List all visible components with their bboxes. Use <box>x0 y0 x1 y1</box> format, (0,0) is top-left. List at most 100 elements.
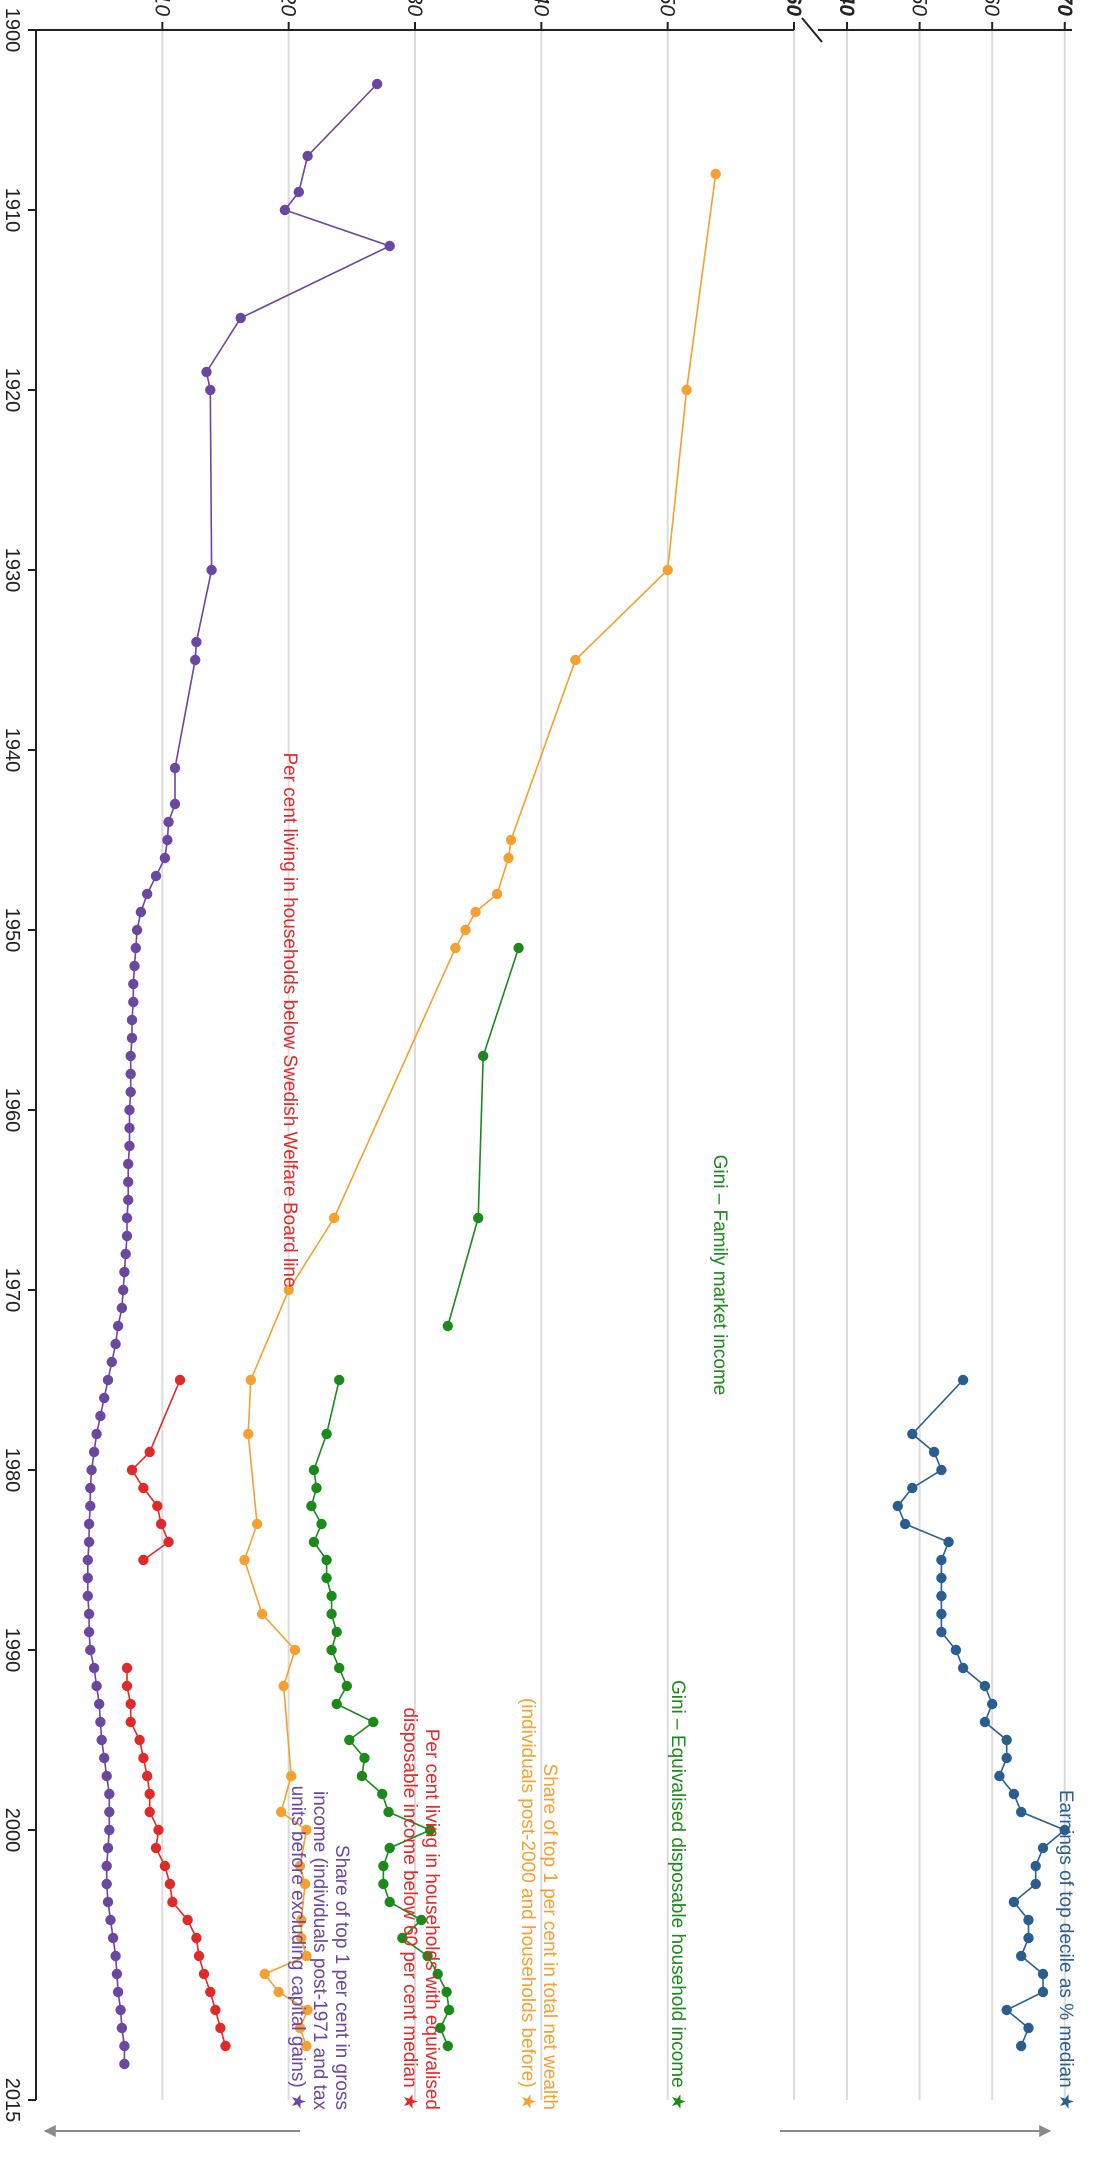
series-label-gini_disposable: Gini – Equivalised disposable household … <box>667 1680 688 2110</box>
data-point <box>1001 1752 1012 1764</box>
data-point <box>245 1374 256 1386</box>
grid-layer <box>161 30 1066 2100</box>
data-point <box>142 888 153 900</box>
series-label-top1_income_1: Share of top 1 per cent in gross <box>331 1845 352 2110</box>
data-point <box>91 1680 102 1692</box>
data-point <box>99 1752 110 1764</box>
data-point <box>205 1986 216 1998</box>
data-point <box>144 1788 155 1800</box>
data-point <box>450 942 461 954</box>
data-point <box>432 1968 443 1980</box>
data-point <box>442 2040 453 2052</box>
data-point <box>1037 1968 1049 1980</box>
data-point <box>957 1374 969 1386</box>
data-point <box>169 762 181 774</box>
data-point <box>359 1752 370 1764</box>
data-point <box>950 1644 962 1656</box>
data-point <box>115 2004 126 2016</box>
data-point <box>943 1536 954 1548</box>
data-point <box>356 1770 368 1782</box>
data-point <box>124 1122 135 1134</box>
series-line-poverty_board <box>130 1379 181 1561</box>
series-gini_disposable <box>306 1374 455 2052</box>
data-point <box>478 1050 489 1062</box>
data-point <box>101 1878 112 1890</box>
data-point <box>936 1572 947 1584</box>
data-point <box>441 1986 452 1998</box>
data-point <box>210 2004 221 2016</box>
data-point <box>182 1914 193 1926</box>
data-point <box>1030 1878 1041 1890</box>
data-point <box>104 1788 115 1800</box>
data-point <box>107 1932 119 1944</box>
data-point <box>289 1644 301 1656</box>
series-line-top1_wealth <box>243 173 717 2047</box>
data-point <box>150 870 162 882</box>
series-label-poverty_board: Per cent living in households below Swed… <box>279 752 300 1287</box>
x-tick-label: 2000 <box>1 1808 23 1853</box>
series-label-top1_wealth_1: Share of top 1 per cent in total net wea… <box>539 1764 560 2110</box>
data-point <box>102 1374 114 1386</box>
data-point <box>1015 1806 1027 1818</box>
data-point <box>306 1500 317 1512</box>
x-tick-label: 1960 <box>1 1088 23 1133</box>
lower-tick-label: 40 <box>529 0 552 16</box>
data-point <box>979 1716 991 1728</box>
data-point <box>491 888 503 900</box>
data-point <box>119 1266 130 1278</box>
data-point <box>105 1914 116 1926</box>
data-point <box>110 1950 121 1962</box>
data-point <box>83 1626 95 1638</box>
upper-tick-label: 150 <box>908 0 931 16</box>
data-point <box>125 1050 136 1062</box>
x-tick-label: 1990 <box>1 1628 23 1673</box>
data-point <box>378 1878 389 1890</box>
series-poverty_board <box>126 1374 186 1566</box>
data-point <box>425 1824 436 1836</box>
data-point <box>102 1842 114 1854</box>
data-point <box>251 1518 263 1530</box>
data-point <box>110 1338 121 1350</box>
data-point <box>205 384 216 396</box>
data-point <box>125 1716 136 1728</box>
series-poverty_60 <box>121 1662 231 2052</box>
data-point <box>321 1554 332 1566</box>
data-point <box>273 1986 284 1998</box>
data-point <box>936 1554 947 1566</box>
data-point <box>167 1896 178 1908</box>
data-point <box>128 996 139 1008</box>
data-point <box>126 1464 138 1476</box>
data-point <box>121 1662 133 1674</box>
data-point <box>1059 1824 1070 1836</box>
data-point <box>83 1518 95 1530</box>
data-point <box>125 1086 136 1098</box>
data-point <box>116 2022 128 2034</box>
lower-tick-label: 60 <box>782 0 805 16</box>
data-point <box>162 834 173 846</box>
data-point <box>1023 1932 1034 1944</box>
data-point <box>1001 1734 1012 1746</box>
data-point <box>334 1374 345 1386</box>
data-point <box>460 924 471 936</box>
series-label-poverty_60_1: Per cent living in households with equiv… <box>421 1729 442 2110</box>
data-point <box>326 1608 337 1620</box>
data-point <box>91 1428 102 1440</box>
data-point <box>378 1860 389 1872</box>
data-point <box>138 1554 149 1566</box>
data-point <box>101 1770 112 1782</box>
data-point <box>321 1428 332 1440</box>
x-tick-label: 1980 <box>1 1448 23 1493</box>
lower-tick-label: 50 <box>656 0 679 16</box>
data-point <box>215 2022 226 2034</box>
series-top1_wealth <box>239 168 721 2052</box>
data-point <box>121 1680 133 1692</box>
data-point <box>308 1464 320 1476</box>
data-point <box>85 1644 96 1656</box>
data-point <box>936 1590 947 1602</box>
data-point <box>206 564 217 576</box>
data-point <box>416 1914 427 1926</box>
x-tick-label: 1920 <box>1 368 23 413</box>
data-point <box>201 366 212 378</box>
data-point <box>163 1536 174 1548</box>
data-point <box>191 1932 202 1944</box>
